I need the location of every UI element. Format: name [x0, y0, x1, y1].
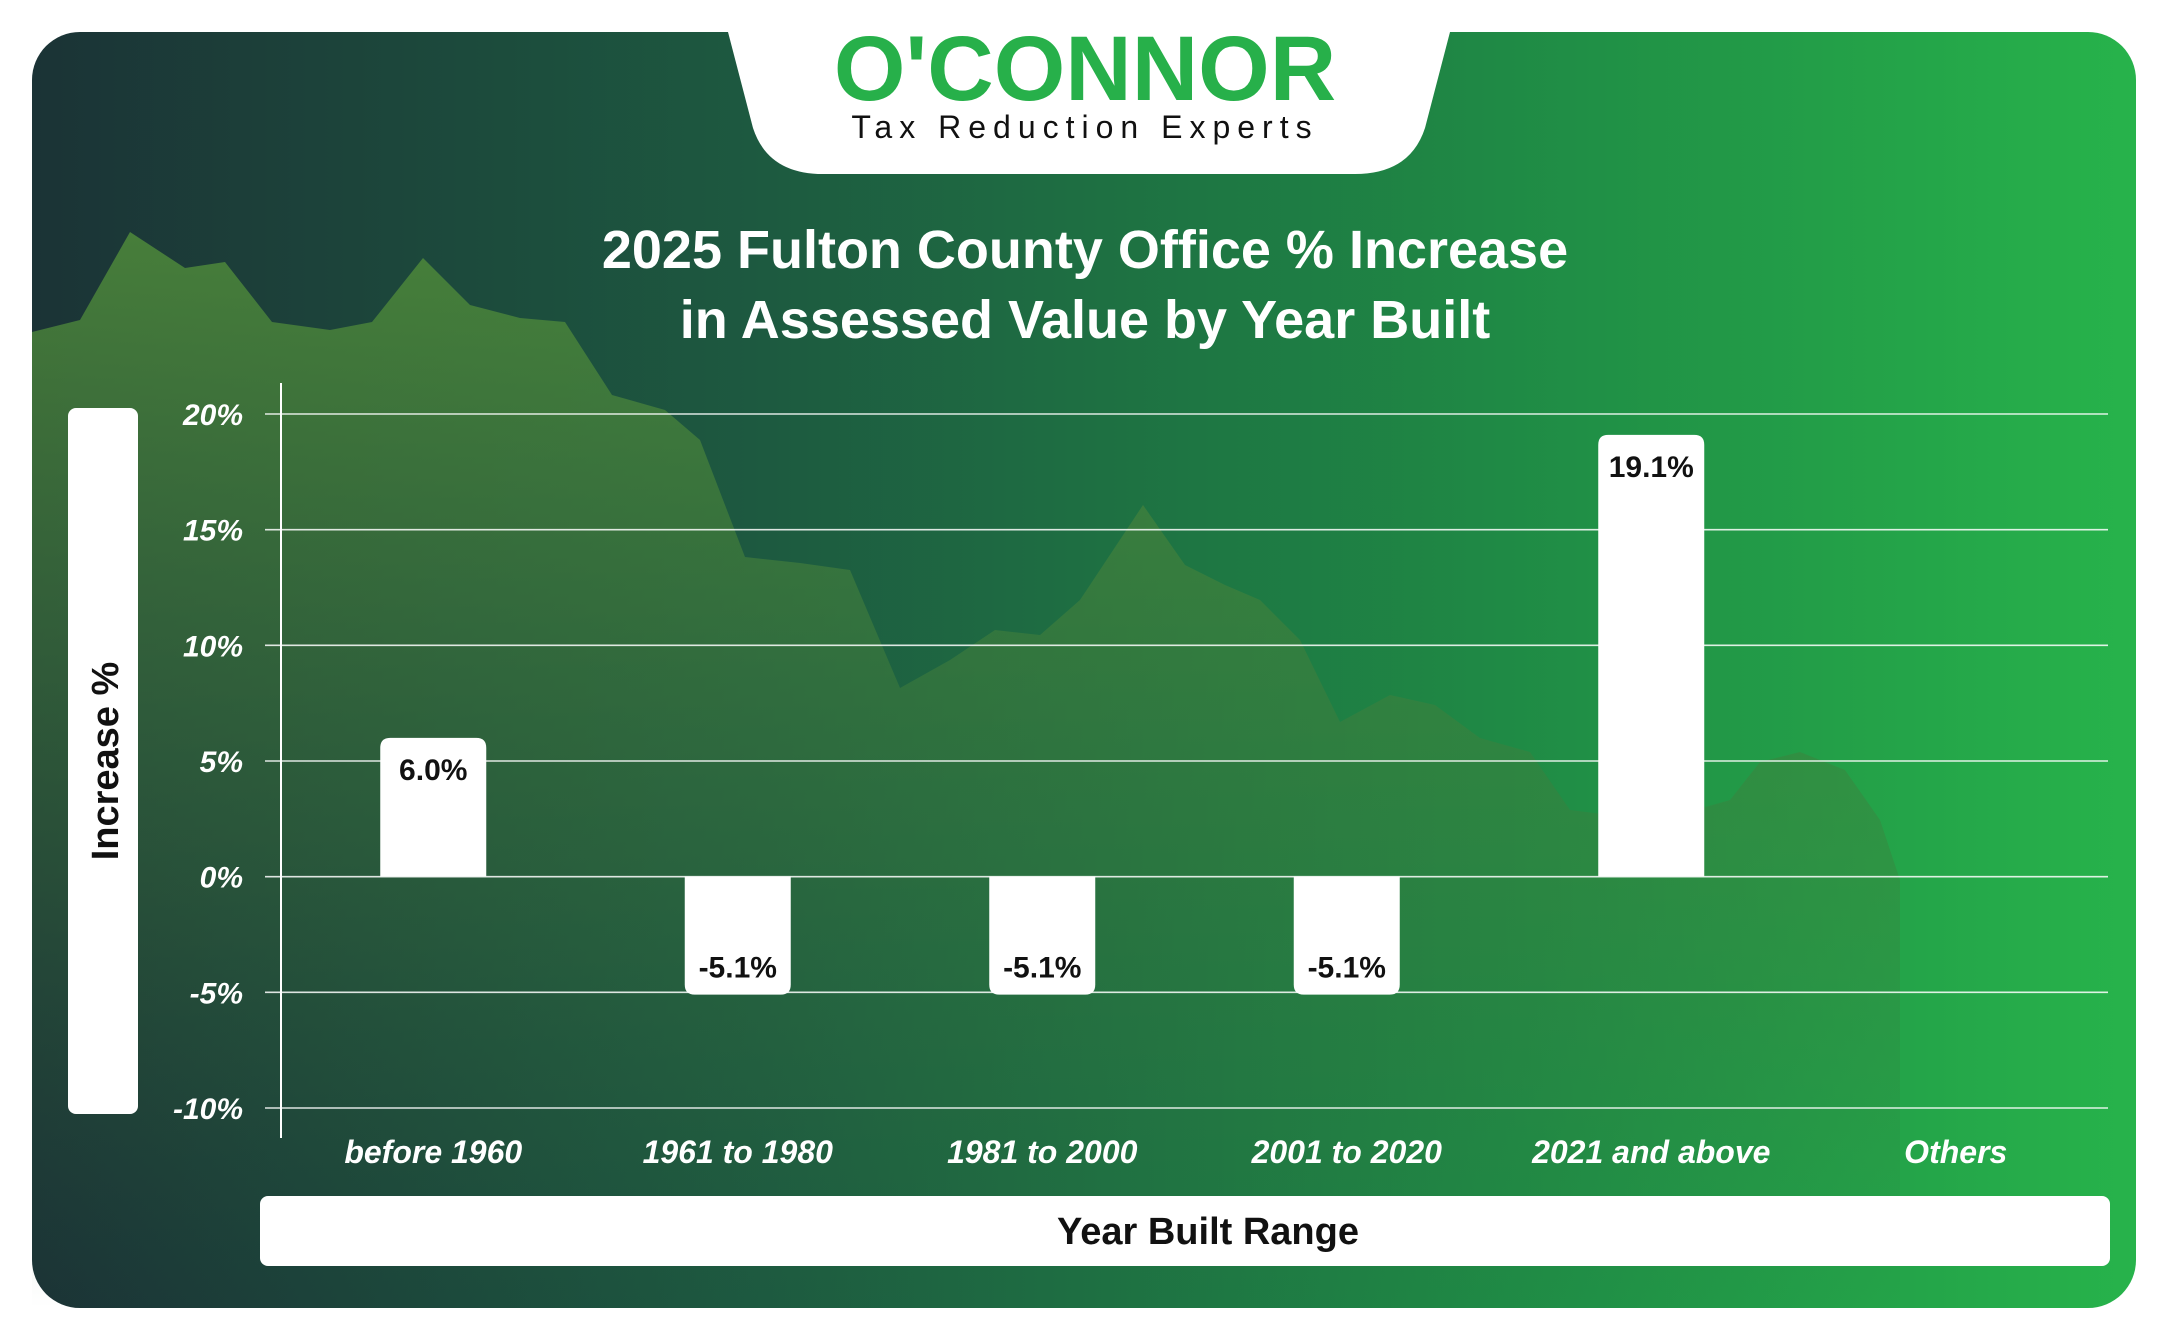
y-axis-title-box [68, 408, 138, 1114]
category-label: before 1960 [344, 1134, 522, 1170]
category-label: 1961 to 1980 [643, 1134, 834, 1170]
y-tick-labels: 20% 15% 10% 5% 0% -5% -10% [173, 399, 243, 1126]
y-tick-label: 10% [183, 630, 243, 663]
logo-wordmark: O'CONNOR [834, 18, 1336, 120]
data-label: -5.1% [1308, 952, 1386, 985]
y-tick-label: 5% [200, 746, 243, 779]
bar [1598, 434, 1705, 877]
chart-title-line-1: 2025 Fulton County Office % Increase [602, 220, 1568, 280]
data-label: -5.1% [1003, 952, 1081, 985]
category-label: 2021 and above [1531, 1134, 1770, 1170]
bar [1293, 876, 1400, 995]
x-axis-title-box [260, 1196, 2110, 1266]
logo-tab [728, 32, 1450, 174]
gridlines [265, 413, 2108, 1109]
y-tick-label: 20% [182, 399, 243, 432]
data-label: 6.0% [399, 754, 467, 787]
bar [989, 876, 1096, 995]
y-tick-label: 15% [183, 515, 243, 548]
chart-title-line-2: in Assessed Value by Year Built [680, 290, 1490, 350]
bars [380, 434, 1705, 995]
decorative-mountain [32, 232, 1900, 1308]
category-labels: before 1960 1961 to 1980 1981 to 2000 2001 … [344, 1134, 2007, 1170]
logo-tagline: Tax Reduction Experts [851, 109, 1318, 145]
y-tick-label: -10% [173, 1093, 243, 1126]
category-label: Others [1904, 1134, 2007, 1170]
bar [380, 737, 487, 877]
category-label: 1981 to 2000 [947, 1134, 1138, 1170]
y-axis-title: Increase % [85, 662, 127, 861]
data-label: -5.1% [699, 952, 777, 985]
data-label: 19.1% [1609, 451, 1694, 484]
y-tick-label: -5% [190, 977, 243, 1010]
data-labels: 6.0% -5.1% -5.1% -5.1% 19.1% [399, 451, 1694, 985]
bar [684, 876, 791, 995]
y-tick-label: 0% [200, 862, 243, 895]
category-label: 2001 to 2020 [1251, 1134, 1443, 1170]
x-axis-title: Year Built Range [1057, 1211, 1359, 1253]
